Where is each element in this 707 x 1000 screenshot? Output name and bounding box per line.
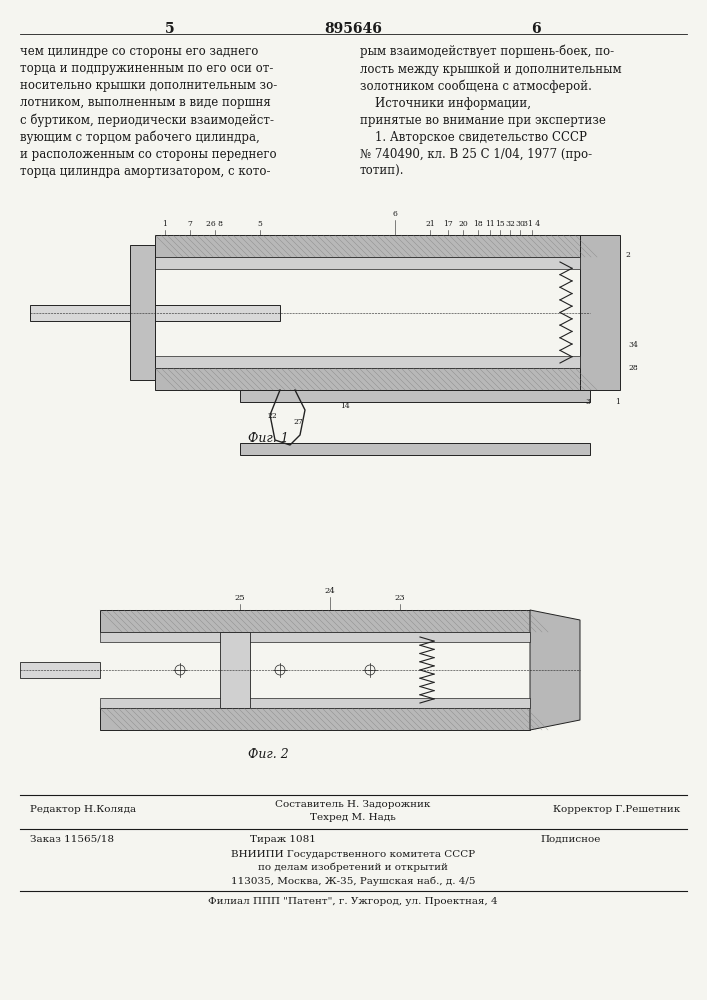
Text: 25: 25 <box>235 594 245 602</box>
Text: 15: 15 <box>495 220 505 228</box>
Text: 895646: 895646 <box>324 22 382 36</box>
Text: Редактор Н.Коляда: Редактор Н.Коляда <box>30 805 136 814</box>
Polygon shape <box>155 356 580 368</box>
Polygon shape <box>240 390 590 402</box>
Text: 31 4: 31 4 <box>523 220 541 228</box>
Text: 18: 18 <box>473 220 483 228</box>
Text: Техред М. Надь: Техред М. Надь <box>310 813 396 822</box>
Text: Тираж 1081: Тираж 1081 <box>250 835 316 844</box>
Text: 30: 30 <box>515 220 525 228</box>
Text: 11: 11 <box>485 220 495 228</box>
Text: Заказ 11565/18: Заказ 11565/18 <box>30 835 114 844</box>
Text: 1: 1 <box>163 220 168 228</box>
Text: 113035, Москва, Ж-35, Раушская наб., д. 4/5: 113035, Москва, Ж-35, Раушская наб., д. … <box>230 876 475 886</box>
Polygon shape <box>580 235 620 390</box>
Text: 24: 24 <box>325 587 335 595</box>
Text: Фиг. 1: Фиг. 1 <box>247 432 288 445</box>
Text: 23: 23 <box>395 594 405 602</box>
Text: по делам изобретений и открытий: по делам изобретений и открытий <box>258 863 448 872</box>
Text: 34: 34 <box>628 341 638 349</box>
Text: ВНИИПИ Государственного комитета СССР: ВНИИПИ Государственного комитета СССР <box>231 850 475 859</box>
Polygon shape <box>155 257 580 269</box>
Text: 27: 27 <box>293 418 303 426</box>
Bar <box>30 304 280 320</box>
Text: рым взаимодействует поршень-боек, по-
лость между крышкой и дополнительным
золот: рым взаимодействует поршень-боек, по- ло… <box>360 45 621 178</box>
Text: 7: 7 <box>187 220 192 228</box>
Text: Филиал ППП "Патент", г. Ужгород, ул. Проектная, 4: Филиал ППП "Патент", г. Ужгород, ул. Про… <box>208 897 498 906</box>
Text: 5: 5 <box>165 22 175 36</box>
Text: 1: 1 <box>616 398 621 406</box>
Text: Подписное: Подписное <box>540 835 600 844</box>
Text: Корректор Г.Решетник: Корректор Г.Решетник <box>553 805 680 814</box>
Text: 2: 2 <box>625 251 630 259</box>
Polygon shape <box>240 443 590 455</box>
Text: 21: 21 <box>425 220 435 228</box>
Text: 5: 5 <box>257 220 262 228</box>
Text: 32: 32 <box>505 220 515 228</box>
Text: Составитель Н. Задорожник: Составитель Н. Задорожник <box>275 800 431 809</box>
Text: чем цилиндре со стороны его заднего
торца и подпружиненным по его оси от-
носите: чем цилиндре со стороны его заднего торц… <box>20 45 277 178</box>
Text: 3: 3 <box>585 398 590 406</box>
Text: 17: 17 <box>443 220 453 228</box>
Polygon shape <box>100 632 530 642</box>
Text: 6: 6 <box>531 22 541 36</box>
Polygon shape <box>130 245 155 380</box>
Text: 22: 22 <box>267 412 277 420</box>
Text: 6: 6 <box>392 210 397 218</box>
Polygon shape <box>155 235 580 257</box>
Polygon shape <box>220 632 250 708</box>
Polygon shape <box>20 662 100 678</box>
Text: 26 8: 26 8 <box>206 220 223 228</box>
Text: 14: 14 <box>340 402 350 410</box>
Text: 20: 20 <box>458 220 468 228</box>
Polygon shape <box>530 610 580 730</box>
Polygon shape <box>100 610 530 632</box>
Polygon shape <box>100 698 530 708</box>
Polygon shape <box>155 368 580 390</box>
Text: 28: 28 <box>628 364 638 372</box>
Text: Фиг. 2: Фиг. 2 <box>247 748 288 761</box>
Polygon shape <box>100 708 530 730</box>
